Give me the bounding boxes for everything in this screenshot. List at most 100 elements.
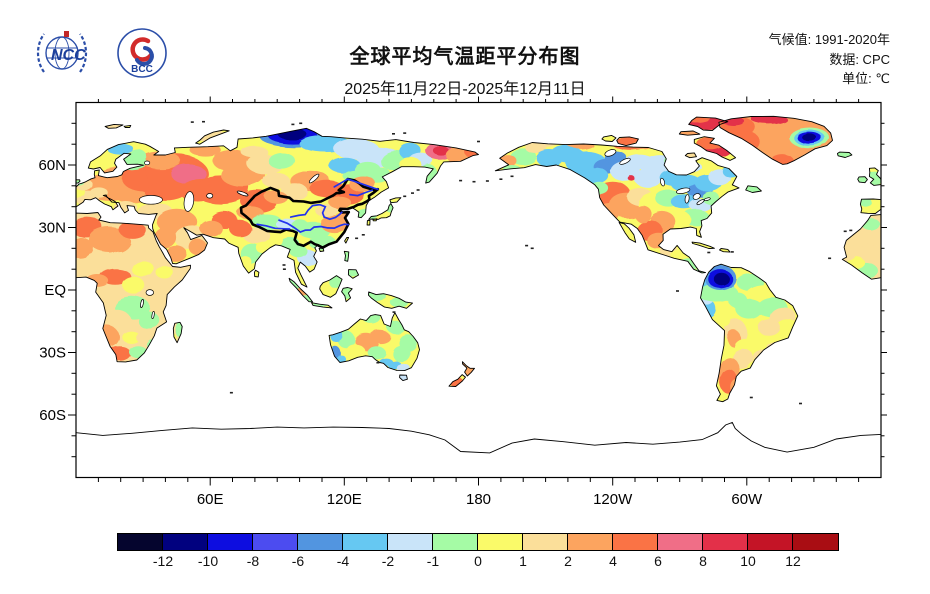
anomaly-blob	[398, 333, 416, 351]
colorbar-label: 4	[609, 553, 617, 569]
anomaly-blob	[263, 173, 291, 190]
small-islands	[190, 120, 853, 405]
meta-source: 数据: CPC	[829, 51, 890, 67]
colorbar-label: -4	[336, 553, 350, 569]
y-tick-label: 60S	[39, 407, 66, 424]
colorbar-cell	[568, 534, 613, 550]
ncc-globe-meridian	[54, 36, 70, 70]
logo-group: NCC BCC	[34, 26, 169, 80]
anomaly-blob	[199, 219, 222, 236]
colorbar-label: -2	[381, 553, 395, 569]
anomaly-blob	[254, 240, 269, 253]
anomaly-blob	[346, 344, 365, 357]
map-area	[76, 102, 881, 478]
bcc-logo-text: BCC	[131, 64, 153, 75]
anomaly-blob	[263, 233, 282, 247]
anomaly-blob	[370, 330, 391, 344]
anomaly-blob	[140, 152, 182, 170]
colorbar-cell	[658, 534, 703, 550]
x-tick-label: 120W	[593, 491, 633, 508]
anomaly-blob	[386, 321, 405, 334]
antarctica	[76, 422, 881, 478]
colorbar-cell	[703, 534, 748, 550]
colorbar-cell	[748, 534, 793, 550]
anomaly-blob	[366, 345, 385, 358]
anomaly-blob	[670, 250, 685, 259]
anomaly-blobs	[289, 251, 474, 387]
china-rivers	[256, 178, 379, 234]
title-block: 全球平均气温距平分布图 2025年11月22日-2025年12月11日	[0, 40, 930, 99]
bcc-logo: BCC	[117, 28, 167, 78]
ncc-laurel-right	[79, 33, 88, 73]
anomaly-blob	[632, 204, 651, 222]
colorbar-label: 6	[654, 553, 662, 569]
china-border	[239, 177, 380, 249]
anomaly-blob	[858, 244, 881, 261]
anomaly-blob	[122, 277, 146, 295]
colorbar-label: 8	[699, 553, 707, 569]
anomaly-blob	[120, 329, 139, 342]
colorbar-label: 2	[564, 553, 572, 569]
colorbar-cell	[478, 534, 523, 550]
anomaly-blob	[105, 250, 137, 272]
colorbar-label: 1	[519, 553, 527, 569]
colorbar-cell	[208, 534, 253, 550]
anomaly-blob	[136, 310, 159, 328]
anomaly-blob	[241, 146, 269, 159]
colorbar-label: 12	[785, 553, 801, 569]
y-tick-label: 30N	[38, 220, 66, 237]
y-tick-label: EQ	[44, 282, 66, 299]
ncc-laurel-left	[36, 33, 45, 73]
anomaly-blob	[328, 196, 352, 209]
anomaly-blob	[129, 150, 148, 163]
colorbar-label: -8	[246, 553, 260, 569]
anomaly-blob	[635, 171, 662, 188]
ncc-logo-text: NCC	[51, 47, 86, 64]
anomaly-blob	[143, 179, 188, 201]
colorbar-label: 10	[740, 553, 756, 569]
coastlines	[76, 115, 881, 403]
meta-climatology: 气候值: 1991-2020年	[768, 32, 890, 47]
bcc-circle-icon	[117, 28, 167, 78]
x-tick-label: 60W	[731, 491, 763, 508]
anomaly-blob	[782, 144, 801, 157]
colorbar-label: 0	[474, 553, 482, 569]
anomaly-blob	[509, 148, 537, 165]
anomaly-blob	[145, 275, 164, 293]
anomaly-blob	[713, 272, 729, 285]
colorbar-cell	[253, 534, 298, 550]
colorbar-cell	[343, 534, 388, 550]
axis-ticks	[68, 96, 887, 486]
anomaly-blob	[127, 344, 146, 357]
y-tick-label: 60N	[38, 157, 66, 174]
ncc-logo: NCC	[36, 31, 88, 73]
antarctica-coast	[76, 421, 881, 454]
colorbar-label: -10	[197, 553, 219, 569]
colorbar-cell	[613, 534, 658, 550]
x-tick-label: 120E	[327, 491, 362, 508]
anomaly-blob	[434, 147, 451, 158]
colorbar-label: -1	[426, 553, 440, 569]
x-tick-label: 180	[466, 491, 491, 508]
anomaly-blob	[76, 237, 94, 259]
anomaly-blob	[315, 204, 338, 217]
anomaly-blob	[268, 152, 296, 170]
anomaly-blob	[581, 167, 609, 184]
x-tick-label: 60E	[197, 491, 224, 508]
anomaly-blob	[175, 322, 183, 337]
anomaly-blob	[717, 315, 732, 328]
colorbar-cell	[298, 534, 343, 550]
anomaly-blob	[89, 227, 130, 253]
colorbar-label: -12	[152, 553, 174, 569]
anomaly-blob	[89, 186, 108, 198]
anomaly-blob	[102, 308, 130, 330]
anomaly-blob	[212, 150, 253, 172]
anomaly-blob	[266, 192, 289, 205]
anomaly-blob	[802, 133, 817, 142]
lakes	[138, 149, 711, 319]
colorbar-cell	[793, 534, 838, 550]
anomaly-blob	[131, 260, 155, 278]
page-subtitle: 2025年11月22日-2025年12月11日	[344, 81, 586, 98]
